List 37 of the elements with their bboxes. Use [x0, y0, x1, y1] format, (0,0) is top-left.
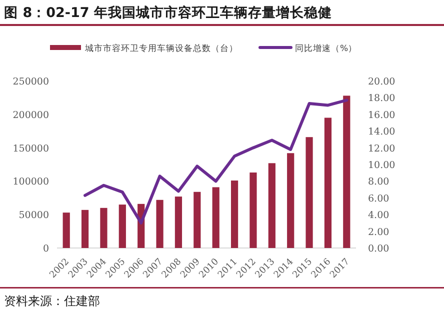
y2-tick-label: 18.00	[368, 93, 396, 104]
y-tick-label: 0	[42, 244, 49, 254]
bar	[212, 187, 220, 248]
y2-tick-label: 14.00	[368, 126, 396, 138]
y2-tick-label: 12.00	[368, 143, 396, 154]
y-tick-label: 100000	[12, 176, 49, 188]
bar	[343, 96, 350, 248]
y2-tick-label: 6.00	[368, 193, 390, 204]
y-tick-label: 200000	[12, 110, 49, 121]
y2-tick-label: 20.00	[368, 76, 396, 88]
y2-tick-label: 2.00	[368, 226, 390, 238]
bar	[230, 180, 238, 248]
bar	[100, 208, 108, 248]
y-tick-label: 50000	[18, 210, 49, 222]
y2-tick-label: 10.00	[368, 160, 396, 171]
y2-tick-label: 0.00	[368, 244, 390, 254]
bar	[324, 118, 332, 248]
legend-label: 同比增速（%）	[295, 43, 358, 54]
y-tick-label: 250000	[12, 76, 49, 88]
bar	[306, 137, 313, 248]
y2-tick-label: 8.00	[368, 176, 390, 188]
bar	[81, 210, 89, 248]
bar	[287, 153, 294, 248]
y-tick-label: 150000	[12, 143, 49, 154]
bar	[156, 200, 164, 248]
bar	[250, 172, 257, 248]
chart-title: 图 8：02-17 年我国城市市容环卫车辆存量增长稳健	[4, 4, 332, 21]
y2-tick-label: 4.00	[368, 210, 390, 222]
text: 资料来源：住建部	[4, 294, 100, 308]
bar	[174, 196, 182, 248]
bar	[62, 212, 70, 248]
bar	[268, 163, 276, 248]
line-series	[84, 98, 348, 224]
y2-tick-label: 16.00	[368, 110, 396, 121]
legend-label: 城市市容环卫专用车辆设备总数（台）	[84, 43, 238, 54]
bar	[118, 204, 126, 248]
bar	[194, 192, 201, 248]
